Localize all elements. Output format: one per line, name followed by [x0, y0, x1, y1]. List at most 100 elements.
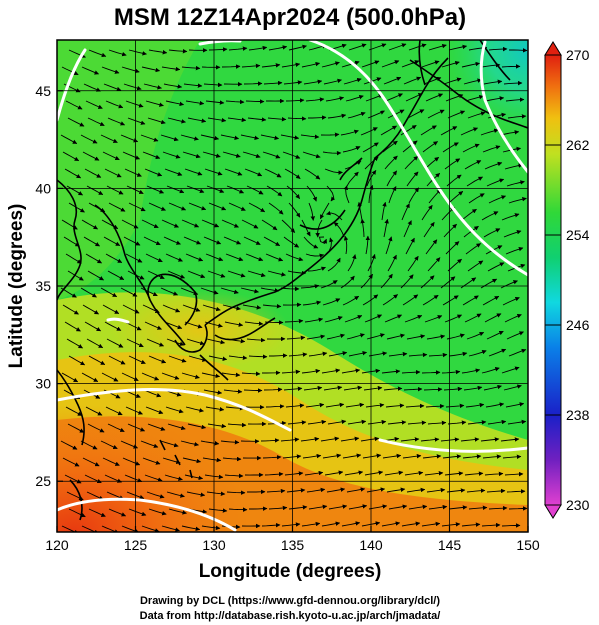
wind-vector — [347, 419, 367, 425]
x-tick-label: 125 — [124, 537, 148, 553]
wind-vector — [62, 457, 80, 467]
wind-vector — [226, 490, 246, 495]
wind-vector — [305, 402, 325, 408]
wind-vector — [164, 474, 183, 481]
lat-lon-grid — [57, 40, 528, 532]
wind-vector — [243, 236, 261, 246]
wind-vector — [440, 437, 460, 442]
wind-vector — [442, 295, 459, 306]
wind-vector — [341, 521, 361, 527]
wind-vector — [403, 76, 422, 85]
wind-vector — [182, 151, 201, 159]
chart-title: MSM 12Z14Apr2024 (500.0hPa) — [114, 4, 466, 31]
wind-vector — [302, 151, 321, 159]
wind-vector — [160, 287, 179, 296]
wind-vector — [320, 280, 338, 289]
wind-vector — [407, 255, 419, 272]
wind-vector — [120, 287, 138, 297]
wind-vector — [307, 419, 327, 425]
wind-vector — [405, 237, 415, 255]
wind-vector — [186, 338, 205, 346]
wind-vector — [484, 471, 504, 477]
wind-vector — [386, 333, 405, 340]
wind-vector — [346, 487, 366, 493]
wind-vector — [465, 243, 481, 255]
wind-vector — [365, 94, 384, 102]
wind-vector — [60, 440, 78, 450]
wind-vector — [61, 525, 79, 532]
wind-vector — [406, 334, 426, 340]
wind-vector — [408, 187, 420, 204]
wind-vector — [120, 440, 139, 449]
warm-tongue — [110, 290, 290, 370]
wind-vector — [408, 43, 427, 51]
wind-vector — [140, 134, 159, 142]
wind-vector — [228, 46, 248, 51]
wind-vector — [122, 151, 141, 160]
wind-vector — [105, 406, 123, 416]
wind-vector — [261, 63, 281, 68]
wind-vector — [264, 168, 282, 178]
wind-vector — [221, 64, 241, 69]
wind-vector — [384, 314, 403, 323]
wind-vector — [443, 77, 462, 85]
wind-vector — [203, 82, 223, 88]
wind-vector — [62, 304, 79, 315]
wind-vector — [347, 254, 357, 272]
wind-vector — [142, 457, 161, 465]
wind-vector — [467, 260, 484, 272]
wind-vector — [88, 49, 107, 58]
wind-vector — [64, 168, 82, 179]
wind-vector — [307, 266, 326, 272]
wind-vector — [386, 170, 398, 187]
wind-vector — [306, 334, 326, 340]
wind-vector — [128, 202, 146, 212]
wind-vector — [462, 454, 482, 459]
wind-vector — [401, 521, 421, 527]
wind-vector — [247, 117, 267, 122]
wind-vector — [105, 253, 123, 263]
wind-vector — [180, 440, 199, 447]
wind-vector — [328, 504, 348, 510]
wind-vector — [308, 504, 328, 510]
x-tick-label: 150 — [516, 537, 540, 553]
wind-vector — [468, 350, 487, 357]
wind-vector — [406, 171, 419, 187]
wind-vector — [141, 66, 161, 73]
y-tick-label: 35 — [35, 278, 51, 294]
wind-vector — [501, 213, 520, 221]
wind-vector — [427, 420, 447, 426]
wind-vector — [327, 113, 347, 119]
wind-vector — [283, 80, 303, 85]
wind-vector — [224, 321, 244, 327]
wind-vector — [161, 66, 181, 72]
wind-vector — [202, 151, 221, 158]
wind-vector — [482, 295, 500, 306]
wind-vector — [141, 525, 160, 532]
wind-vector — [382, 294, 398, 306]
wind-vector — [87, 423, 105, 433]
colorbar: 270 262 254 246 238 230 — [544, 41, 590, 519]
wind-vector — [460, 127, 479, 136]
wind-vector — [508, 506, 528, 511]
wind-vector — [228, 202, 246, 211]
wind-vector — [100, 287, 118, 298]
wind-vector — [504, 163, 523, 170]
wind-vector — [245, 99, 265, 104]
wind-vector — [306, 487, 326, 493]
wind-vector — [484, 313, 502, 323]
wind-vector — [486, 178, 505, 187]
wind-vector — [368, 504, 388, 510]
wind-vector — [440, 126, 458, 136]
wind-vector — [421, 60, 440, 68]
wind-vector — [483, 79, 503, 85]
wind-vector — [384, 155, 398, 170]
wind-vector — [201, 525, 221, 531]
wind-vector — [87, 270, 104, 281]
wind-vector — [364, 314, 383, 323]
wind-vector — [86, 185, 104, 195]
wind-vector — [488, 46, 508, 52]
wind-vector — [366, 487, 386, 493]
wind-vector — [241, 63, 261, 69]
wind-vector — [388, 186, 397, 204]
